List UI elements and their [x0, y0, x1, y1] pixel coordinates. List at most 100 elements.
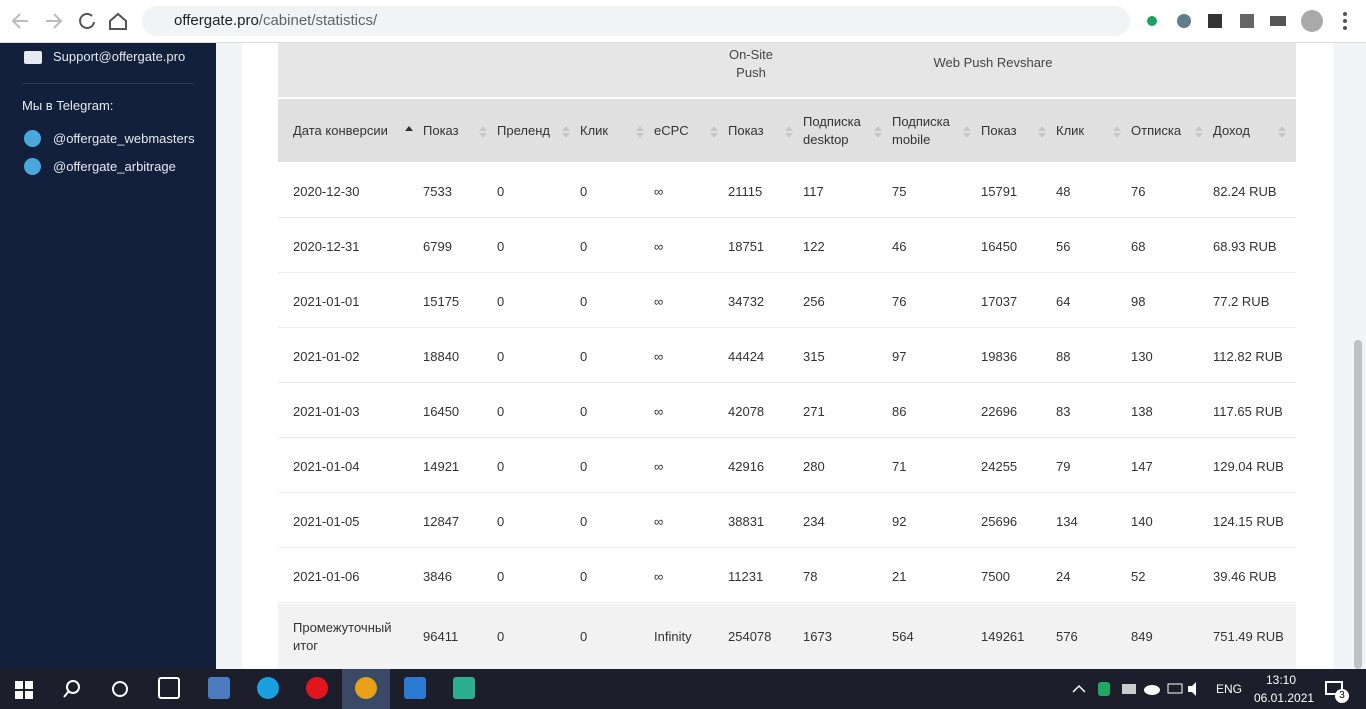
table-cell: 124.15 RUB: [1213, 513, 1284, 529]
scrollbar[interactable]: [1354, 340, 1362, 669]
table-cell: 82.24 RUB: [1213, 183, 1277, 199]
table-cell: 117: [803, 183, 824, 199]
table-cell: 38831: [728, 513, 765, 529]
table-cell: 0: [497, 183, 505, 199]
table-cell: 97: [892, 348, 907, 364]
subtotal-cell: 849: [1131, 628, 1153, 644]
app-icon[interactable]: [257, 677, 279, 699]
app-icon[interactable]: [404, 677, 426, 699]
table-cell: 64: [1056, 293, 1071, 309]
table-cell: 0: [580, 348, 588, 364]
table-cell: ∞: [654, 568, 664, 584]
table-cell: 112.82 RUB: [1213, 348, 1283, 364]
table-cell: 39.46 RUB: [1213, 568, 1277, 584]
subtotal-cell: 1673: [803, 628, 832, 644]
column-header: Дата конверсии: [293, 122, 388, 138]
table-cell: 0: [497, 403, 505, 419]
table-cell: 0: [497, 568, 505, 584]
sort-icon: [874, 133, 882, 138]
table-cell: 42916: [728, 458, 765, 474]
table-cell: 48: [1056, 183, 1071, 199]
app-icon[interactable]: [453, 677, 475, 699]
active-app[interactable]: [342, 669, 390, 709]
group-header: On-Site Push: [728, 47, 774, 80]
table-cell: 122: [803, 238, 825, 254]
telegram-link[interactable]: @offergate_webmasters: [53, 131, 195, 146]
table-cell: 2021-01-01: [293, 293, 360, 309]
clock-date[interactable]: 06.01.2021: [1254, 691, 1315, 705]
table-cell: 71: [892, 458, 907, 474]
subtotal-cell: 254078: [728, 628, 772, 644]
cortana-button[interactable]: [110, 679, 130, 699]
extensions[interactable]: [1140, 8, 1360, 34]
table-cell: 0: [497, 293, 505, 309]
address-bar[interactable]: offergate.pro/cabinet/statistics/: [142, 6, 1130, 36]
notifications-icon[interactable]: [1325, 681, 1343, 695]
table-cell: ∞: [654, 238, 664, 254]
table-cell: 88: [1056, 348, 1071, 364]
column-header: Подписка mobile: [892, 113, 950, 147]
table-cell: 46: [892, 238, 907, 254]
column-header: eCPC: [654, 122, 689, 138]
table-cell: 2021-01-02: [293, 348, 360, 364]
table-cell: 0: [497, 238, 505, 254]
sort-icon: [1195, 126, 1203, 131]
table-cell: 76: [892, 293, 907, 309]
table-cell: 129.04 RUB: [1213, 458, 1284, 474]
sidebar: Support@offergate.pro Мы в Telegram: @of…: [0, 43, 216, 669]
subtotal-row: [278, 604, 1296, 669]
divider: [22, 83, 194, 84]
nav-buttons[interactable]: [10, 10, 130, 32]
support-email[interactable]: Support@offergate.pro: [53, 49, 186, 64]
table-cell: 24: [1056, 568, 1071, 584]
table-cell: 130: [1131, 348, 1153, 364]
url-path: /cabinet/statistics/: [258, 12, 378, 29]
sort-icon: [1195, 133, 1203, 138]
table-cell: 77.2 RUB: [1213, 293, 1270, 309]
table-cell: 140: [1131, 513, 1153, 529]
tray-icons[interactable]: [1070, 680, 1200, 698]
sort-icon: [1038, 126, 1046, 131]
column-header: Показ: [728, 122, 764, 138]
table-cell: 86: [892, 403, 907, 419]
table-cell: ∞: [654, 458, 664, 474]
taskbar: ENG 13:10 06.01.2021 3: [0, 669, 1366, 709]
notification-count: 3: [1335, 689, 1349, 703]
column-header: Клик: [580, 122, 609, 138]
app-icon[interactable]: [306, 677, 328, 699]
language[interactable]: ENG: [1216, 682, 1243, 696]
table-cell: 0: [580, 403, 588, 419]
sort-icon: [963, 133, 971, 138]
sort-icon: [636, 126, 644, 131]
table-cell: 256: [803, 293, 825, 309]
table-cell: 78: [803, 568, 818, 584]
table-cell: 79: [1056, 458, 1071, 474]
table-cell: 12847: [423, 513, 460, 529]
table-row: [278, 549, 1296, 603]
table-cell: 24255: [981, 458, 1018, 474]
table-row: [278, 219, 1296, 273]
sort-icon: [562, 133, 570, 138]
subtotal-cell: 96411: [423, 628, 459, 644]
group-header-row: [278, 43, 1296, 97]
table-row: [278, 384, 1296, 438]
search-button[interactable]: [62, 679, 82, 699]
group-header: Web Push Revshare: [933, 55, 1053, 70]
browser-toolbar: offergate.pro/cabinet/statistics/: [0, 0, 1366, 43]
sort-icon: [1278, 126, 1286, 131]
table-row: [278, 494, 1296, 548]
telegram-icon: [24, 130, 41, 147]
column-header: Отписка: [1131, 122, 1182, 138]
table-cell: 0: [580, 293, 588, 309]
start-button[interactable]: [15, 681, 33, 699]
table-cell: 68.93 RUB: [1213, 238, 1277, 254]
taskview-button[interactable]: [158, 677, 180, 699]
table-cell: 7500: [981, 568, 1010, 584]
table-cell: 34732: [728, 293, 765, 309]
sort-icon: [1113, 126, 1121, 131]
clock-time[interactable]: 13:10: [1266, 673, 1297, 687]
telegram-link[interactable]: @offergate_arbitrage: [53, 159, 176, 174]
app-icon[interactable]: [208, 677, 230, 699]
table-cell: 234: [803, 513, 825, 529]
